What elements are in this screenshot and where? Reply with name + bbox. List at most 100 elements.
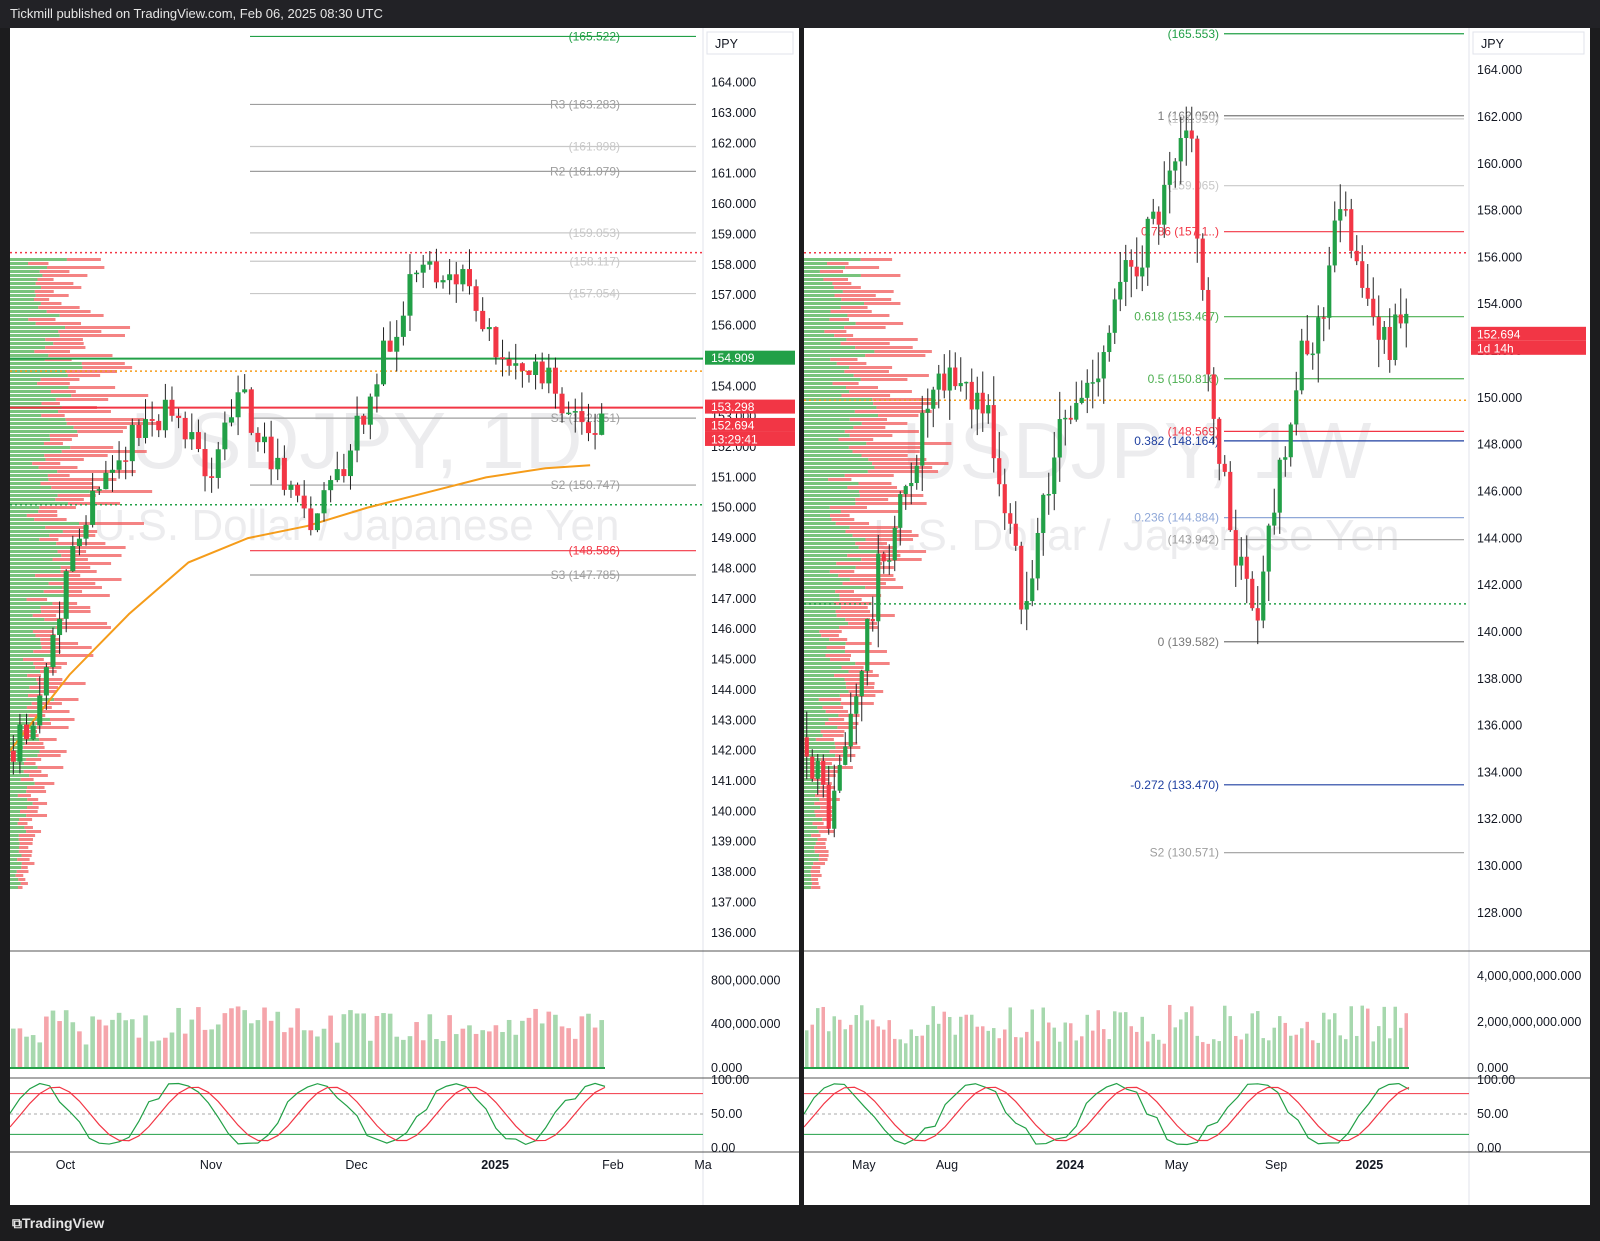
volume-profile-up-bar bbox=[804, 714, 839, 717]
candle-body bbox=[328, 480, 334, 491]
volume-bar bbox=[586, 1013, 591, 1068]
volume-profile-up-bar bbox=[10, 294, 36, 297]
volume-bar bbox=[70, 1022, 76, 1068]
candle-body bbox=[980, 392, 985, 414]
candle-body bbox=[176, 415, 182, 418]
volume-profile-up-bar bbox=[10, 326, 66, 329]
volume-profile-down-bar bbox=[44, 454, 108, 457]
weekly-chart-svg[interactable]: USDJPY, 1W U.S. Dollar / Japanese Yen (165… bbox=[804, 28, 1590, 1205]
volume-profile-down-bar bbox=[860, 258, 893, 261]
volume-bar bbox=[1157, 1039, 1161, 1068]
candle-body bbox=[1371, 298, 1376, 317]
volume-profile-up-bar bbox=[10, 778, 21, 781]
daily-chart-pane[interactable]: USDJPY, 1D U.S. Dollar / Japanese Yen (165… bbox=[10, 28, 799, 1205]
volume-profile-up-bar bbox=[804, 394, 842, 397]
volume-profile-up-bar bbox=[804, 526, 850, 529]
volume-profile-down-bar bbox=[36, 678, 63, 681]
volume-bar bbox=[572, 1038, 578, 1068]
volume-profile-up-bar bbox=[10, 694, 29, 697]
volume-profile-up-bar bbox=[10, 746, 24, 749]
weekly-chart-pane[interactable]: USDJPY, 1W U.S. Dollar / Japanese Yen (165… bbox=[804, 28, 1590, 1205]
y-tick-label: 143.000 bbox=[711, 713, 756, 727]
volume-profile-down-bar bbox=[861, 422, 908, 425]
tradingview-logo-icon[interactable]: ⧉ bbox=[12, 1215, 22, 1231]
volume-profile-down-bar bbox=[39, 538, 59, 541]
volume-profile-up-bar bbox=[10, 266, 47, 269]
volume-profile-up-bar bbox=[804, 414, 879, 417]
candle-body bbox=[433, 261, 439, 283]
stochastic-d-line bbox=[804, 1086, 1410, 1142]
volume-profile-down-bar bbox=[828, 718, 845, 721]
volume-profile-up-bar bbox=[804, 258, 861, 261]
volume-profile-down-bar bbox=[811, 874, 822, 877]
volume-bar bbox=[1063, 1022, 1067, 1068]
volume-profile-up-bar bbox=[10, 626, 56, 629]
volume-profile-up-bar bbox=[804, 822, 813, 825]
volume-profile-down-bar bbox=[18, 846, 29, 849]
volume-profile-up-bar bbox=[804, 846, 815, 849]
volume-bar bbox=[116, 1012, 122, 1068]
currency-box bbox=[706, 31, 794, 55]
volume-profile-down-bar bbox=[29, 686, 59, 689]
currency-label: JPY bbox=[715, 37, 739, 51]
volume-bar bbox=[1008, 1007, 1012, 1068]
candle-body bbox=[1189, 130, 1194, 139]
volume-profile-up-bar bbox=[804, 522, 836, 525]
volume-profile-down-bar bbox=[24, 826, 33, 829]
volume-bar bbox=[1261, 1038, 1265, 1068]
y-tick-label: 136.000 bbox=[1477, 719, 1522, 733]
volume-profile-up-bar bbox=[10, 842, 20, 845]
volume-profile-up-bar bbox=[804, 706, 823, 709]
volume-profile-down-bar bbox=[840, 342, 890, 345]
candle-body bbox=[947, 367, 952, 391]
volume-profile-up-bar bbox=[804, 494, 860, 497]
volume-profile-down-bar bbox=[70, 446, 114, 449]
volume-profile-up-bar bbox=[10, 438, 51, 441]
daily-chart-svg[interactable]: USDJPY, 1DU.S. Dollar / Japanese Yen(165… bbox=[10, 28, 799, 1205]
volume-profile-down-bar bbox=[833, 286, 861, 289]
volume-profile-up-bar bbox=[804, 362, 837, 365]
volume-profile-up-bar bbox=[10, 786, 28, 789]
volume-bar bbox=[1151, 1033, 1155, 1068]
volume-profile-down-bar bbox=[58, 330, 102, 333]
volume-profile-up-bar bbox=[10, 258, 67, 261]
volume-profile-down-bar bbox=[38, 510, 58, 513]
volume-bar bbox=[420, 1040, 426, 1068]
volume-bar bbox=[182, 1033, 188, 1068]
candle-body bbox=[1079, 397, 1084, 403]
volume-profile-down-bar bbox=[57, 494, 96, 497]
volume-profile-down-bar bbox=[828, 478, 852, 481]
level-label: (165.553) bbox=[1168, 28, 1219, 41]
volume-profile-down-bar bbox=[40, 286, 82, 289]
x-tick-label: May bbox=[1165, 1158, 1189, 1172]
volume-profile-up-bar bbox=[804, 790, 818, 793]
volume-profile-down-bar bbox=[861, 454, 908, 457]
candle-body bbox=[519, 363, 525, 371]
volume-profile-up-bar bbox=[10, 882, 21, 885]
footer-brand[interactable]: TradingView bbox=[22, 1215, 105, 1231]
volume-profile-up-bar bbox=[10, 298, 34, 301]
volume-bar bbox=[222, 1013, 228, 1068]
volume-profile-up-bar bbox=[804, 510, 841, 513]
volume-bar bbox=[110, 1019, 115, 1068]
volume-profile-up-bar bbox=[10, 346, 46, 349]
volume-bar bbox=[997, 1038, 1001, 1068]
volume-profile-up-bar bbox=[10, 854, 22, 857]
volume-profile-down-bar bbox=[842, 582, 886, 585]
volume-profile-down-bar bbox=[867, 470, 939, 473]
candle-body bbox=[546, 367, 552, 384]
volume-bar bbox=[301, 1030, 307, 1068]
volume-bar bbox=[533, 1008, 538, 1068]
volume-profile-up-bar bbox=[804, 674, 835, 677]
volume-bar bbox=[1102, 1029, 1106, 1068]
volume-profile-up-bar bbox=[804, 266, 846, 269]
volume-profile-down-bar bbox=[58, 410, 111, 413]
volume-profile-down-bar bbox=[32, 630, 54, 633]
volume-profile-up-bar bbox=[804, 806, 821, 809]
volume-profile-down-bar bbox=[48, 582, 96, 585]
candle-body bbox=[1316, 317, 1321, 354]
volume-profile-down-bar bbox=[829, 570, 855, 573]
volume-profile-up-bar bbox=[10, 646, 42, 649]
volume-bar bbox=[854, 1015, 858, 1068]
y-tick-label: 128.000 bbox=[1477, 906, 1522, 920]
